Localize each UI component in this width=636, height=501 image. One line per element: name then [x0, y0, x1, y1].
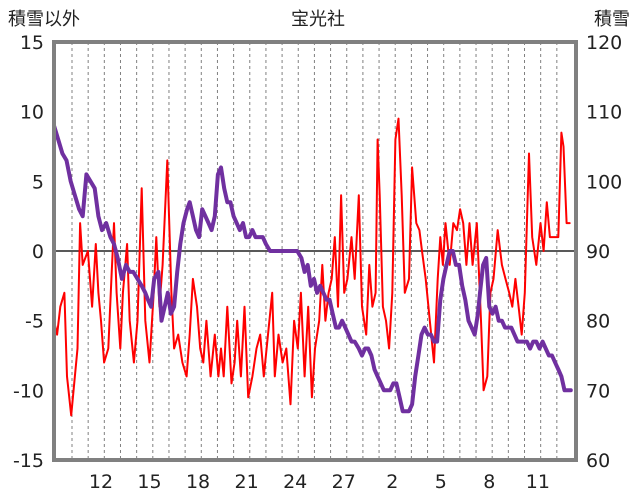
x-axis-ticks: 12 15 18 21 24 27 2 5 8 11: [89, 471, 550, 493]
x-tick-label: 2: [386, 471, 398, 493]
x-tick-label: 8: [483, 471, 495, 493]
right-tick-label: 120: [586, 32, 622, 54]
left-tick-label: 5: [32, 171, 44, 193]
left-tick-label: -5: [25, 311, 44, 333]
right-tick-label: 90: [586, 241, 610, 263]
series-line-snow: [52, 123, 573, 414]
right-tick-label: 110: [586, 102, 622, 124]
left-tick-label: 0: [32, 241, 44, 263]
left-tick-label: 10: [20, 102, 44, 124]
x-tick-label: 27: [332, 471, 356, 493]
right-tick-label: 70: [586, 380, 610, 402]
chart-title: 宝光社: [291, 9, 345, 30]
left-tick-label: 15: [20, 32, 44, 54]
right-axis-label: 積雪: [594, 9, 630, 30]
left-tick-label: -10: [13, 380, 44, 402]
right-tick-label: 80: [586, 311, 610, 333]
series-layer: [52, 117, 573, 417]
vertical-gridlines: [71, 42, 558, 460]
x-tick-label: 24: [283, 471, 307, 493]
plot-frame: [52, 40, 578, 462]
right-tick-label: 60: [586, 450, 610, 472]
x-tick-label: 12: [89, 471, 113, 493]
right-axis-ticks: 120 110 100 90 80 70 60: [586, 32, 622, 472]
series-line-other: [53, 117, 571, 417]
x-tick-label: 15: [137, 471, 161, 493]
left-axis-label: 積雪以外: [8, 9, 80, 30]
left-tick-label: -15: [13, 450, 44, 472]
x-tick-label: 21: [235, 471, 259, 493]
x-tick-label: 11: [526, 471, 550, 493]
right-tick-label: 100: [586, 171, 622, 193]
x-tick-label: 18: [186, 471, 210, 493]
left-axis-ticks: 15 10 5 0 -5 -10 -15: [13, 32, 44, 472]
x-tick-label: 5: [435, 471, 447, 493]
